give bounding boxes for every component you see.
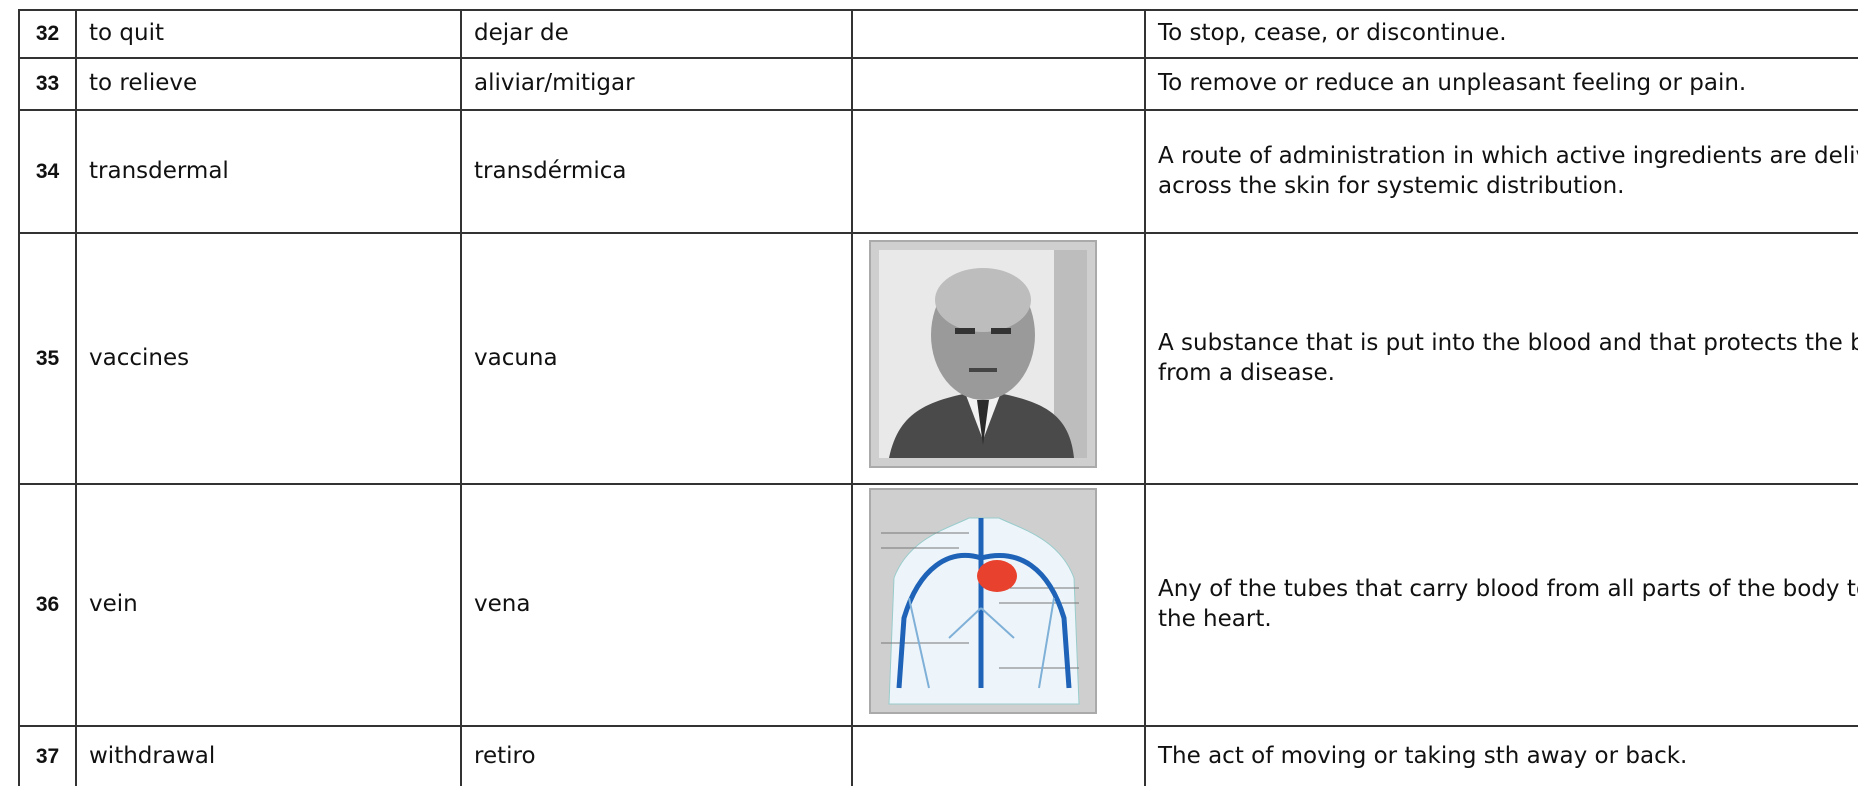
- definition: A substance that is put into the blood a…: [1144, 232, 1858, 485]
- number: 33: [18, 57, 77, 111]
- row: 32 to quit dejar de To stop, cease, or d…: [18, 9, 1858, 59]
- number: 35: [18, 232, 77, 485]
- portrait-image: [869, 240, 1097, 469]
- spanish: dejar de: [460, 9, 853, 59]
- vocab-table: 32 to quit dejar de To stop, cease, or d…: [18, 9, 1858, 786]
- image-cell: [851, 483, 1146, 727]
- image-cell: [851, 725, 1146, 786]
- row: 37 withdrawal retiro The act of moving o…: [18, 725, 1858, 786]
- english: transdermal: [75, 109, 462, 234]
- row: 33 to relieve aliviar/mitigar To remove …: [18, 57, 1858, 111]
- spanish: retiro: [460, 725, 853, 786]
- row: 34 transdermal transdérmica A route of a…: [18, 109, 1858, 234]
- number: 34: [18, 109, 77, 234]
- image-cell: [851, 9, 1146, 59]
- row: 35 vaccines vacuna A substance that is p…: [18, 232, 1858, 485]
- image-cell: [851, 109, 1146, 234]
- definition: Any of the tubes that carry blood from a…: [1144, 483, 1858, 727]
- english: vaccines: [75, 232, 462, 485]
- english: to relieve: [75, 57, 462, 111]
- number: 37: [18, 725, 77, 786]
- spanish: transdérmica: [460, 109, 853, 234]
- definition: To stop, cease, or discontinue.: [1144, 9, 1858, 59]
- vein-image: [869, 487, 1097, 714]
- definition: To remove or reduce an unpleasant feelin…: [1144, 57, 1858, 111]
- image-cell: [851, 232, 1146, 485]
- english: to quit: [75, 9, 462, 59]
- spanish: vacuna: [460, 232, 853, 485]
- spanish: vena: [460, 483, 853, 727]
- row: 36 vein vena Any of the tubes that carry…: [18, 483, 1858, 727]
- definition: The act of moving or taking sth away or …: [1144, 725, 1858, 786]
- definition: A route of administration in which activ…: [1144, 109, 1858, 234]
- image-cell: [851, 57, 1146, 111]
- number: 36: [18, 483, 77, 727]
- spanish: aliviar/mitigar: [460, 57, 853, 111]
- english: vein: [75, 483, 462, 727]
- number: 32: [18, 9, 77, 59]
- english: withdrawal: [75, 725, 462, 786]
